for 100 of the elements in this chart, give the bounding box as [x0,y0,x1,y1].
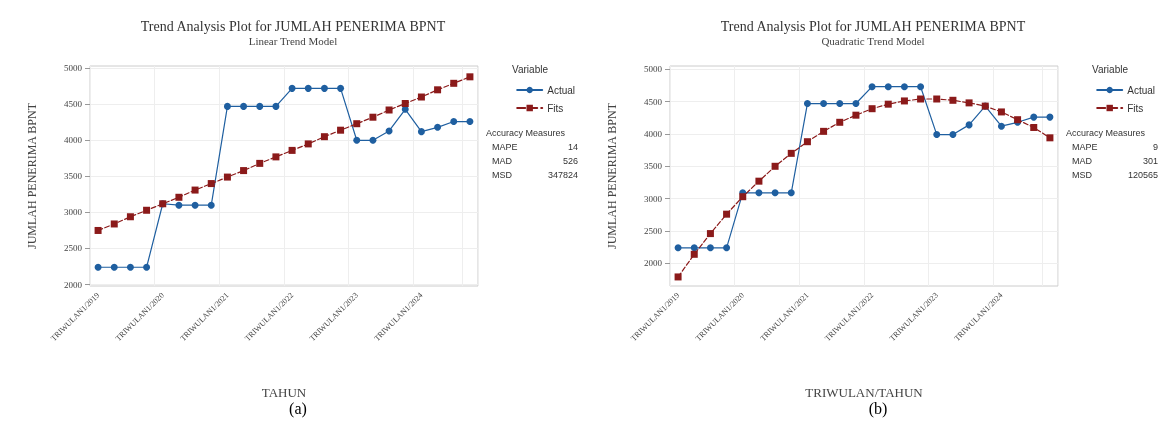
point [755,177,763,185]
point [674,273,682,281]
point [207,201,215,209]
point [353,136,361,144]
y-tick-label: 5000 [64,63,83,74]
point [126,263,134,271]
point [868,105,876,113]
point [272,102,280,110]
point [240,102,248,110]
point [900,83,908,91]
point [723,210,731,218]
y-tick-label: 2500 [64,243,83,254]
text: MSD 347824 [492,169,578,180]
point [94,263,102,271]
text: (b) [868,399,888,418]
legend-title: Variable [1092,63,1129,75]
point [320,84,328,92]
point [369,136,377,144]
chart-title: Trend Analysis Plot for JUMLAH PENERIMA BPNT [140,18,446,34]
point [997,108,1005,116]
point [706,244,714,252]
y-tick-label: 5000 [644,64,663,75]
point [401,100,409,108]
y-tick-label: 4500 [644,96,663,107]
text: MSD 120565 [1072,169,1158,180]
point [288,84,296,92]
text: MAD 301 [1072,155,1158,166]
point [143,263,151,271]
point [223,102,231,110]
text: MAD 526 [492,155,578,166]
legend-label: Actual [547,84,575,96]
point [949,96,957,104]
point [320,133,328,141]
point [288,146,296,154]
point [933,131,941,139]
point [191,201,199,209]
chart-subtitle: Quadratic Trend Model [821,34,925,47]
y-tick-label: 4000 [644,128,663,139]
y-tick-label: 2000 [64,279,83,290]
text: (a) [289,399,307,418]
legend-label: Actual [1127,84,1155,96]
point [1046,113,1054,121]
point [868,83,876,91]
point [434,86,442,94]
point [466,73,474,81]
point [690,244,698,252]
text: Accuracy Measures [1066,127,1146,138]
point [965,121,973,129]
point [434,123,442,131]
point [304,84,312,92]
point [256,159,264,167]
point [917,95,925,103]
point [126,213,134,221]
point [256,102,264,110]
point [1030,123,1038,131]
point [690,250,698,258]
point [820,127,828,135]
x-axis-title: TAHUN [261,385,307,400]
point [110,263,118,271]
y-tick-label: 3500 [64,171,83,182]
legend-label: Fits [547,102,564,114]
y-tick-label: 3000 [64,207,83,218]
text: MAPE 9 [1072,141,1158,152]
point [450,79,458,87]
point [836,118,844,126]
point [175,201,183,209]
point [417,93,425,101]
point [852,111,860,119]
point [337,84,345,92]
point [787,189,795,197]
point [337,126,345,134]
point [884,83,892,91]
point [739,193,747,201]
text: MAPE 14 [492,141,578,152]
point [933,95,941,103]
y-axis-title: JUMLAH PENERIMA BPNT [605,102,619,250]
y-tick-label: 2000 [644,258,663,269]
point [1046,134,1054,142]
point [771,189,779,197]
y-tick-label: 4500 [64,99,83,110]
point [755,189,763,197]
y-axis-title: JUMLAH PENERIMA BPNT [25,102,39,250]
point [143,206,151,214]
point [674,244,682,252]
point [997,122,1005,130]
point [787,149,795,157]
point [207,180,215,188]
point [369,113,377,121]
point [852,100,860,108]
point [240,167,248,175]
point [723,244,731,252]
chart-title: Trend Analysis Plot for JUMLAH PENERIMA BPNT [720,18,1026,34]
x-axis-title: TRIWULAN/TAHUN [805,385,924,400]
point [450,118,458,126]
text: Accuracy Measures [486,127,566,138]
point [466,118,474,126]
point [175,193,183,201]
point [949,131,957,139]
point [917,83,925,91]
chart-subtitle: Linear Trend Model [248,34,338,47]
